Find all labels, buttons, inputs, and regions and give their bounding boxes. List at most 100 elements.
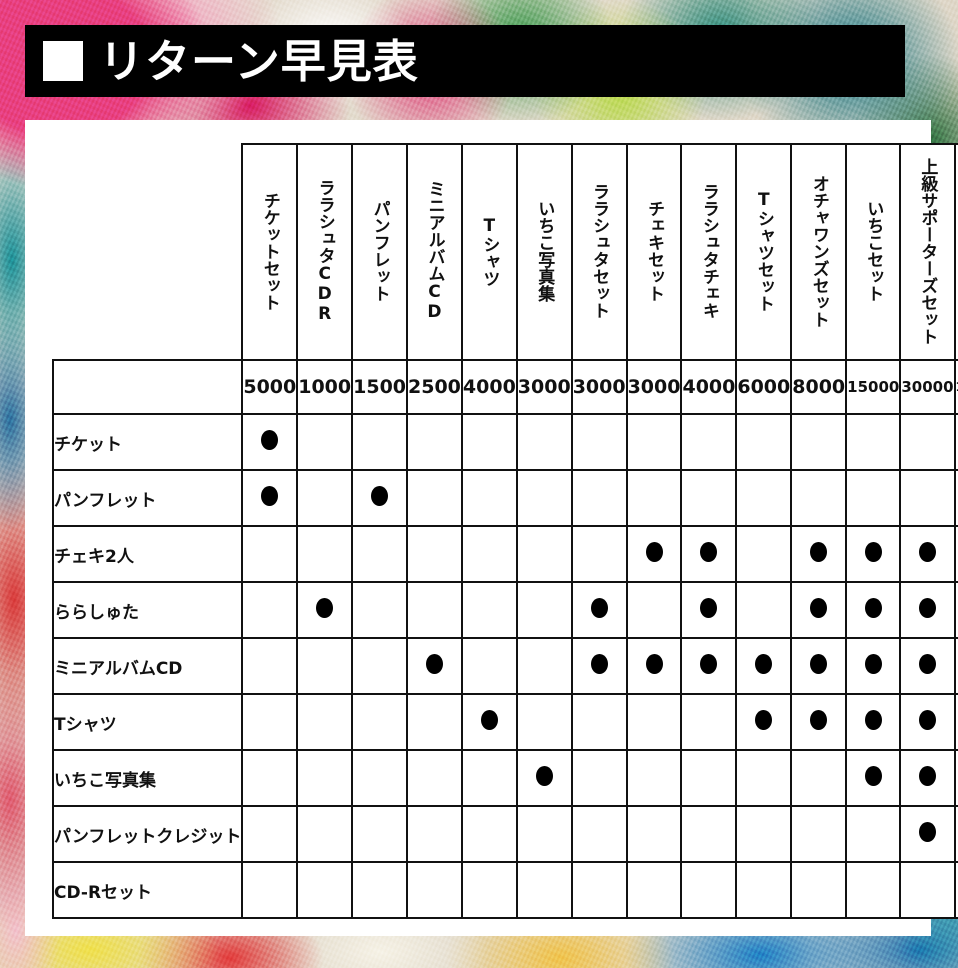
table-row: チェキ2人 <box>51 525 958 583</box>
column-header-label: チェキセット <box>644 200 665 302</box>
mark-cell-r5-c13 <box>899 637 956 695</box>
mark-cell-r5-c7 <box>570 637 628 695</box>
price-row: 5000 1000 1500 2500 4000 3000 3000 3000 4000 6000… <box>51 359 958 415</box>
mark-cell-r3-c2 <box>296 525 354 583</box>
filled-circle-icon <box>590 597 608 618</box>
mark-cell-r5-c4 <box>406 637 463 695</box>
mark-cell-r1-c14 <box>953 413 958 471</box>
mark-cell-r4-c13 <box>899 581 956 639</box>
mark-cell-r8-c11 <box>790 805 848 863</box>
column-header-label: チケットセット <box>259 191 280 311</box>
mark-cell-r2-c4 <box>406 469 463 527</box>
mark-cell-r4-c4 <box>406 581 463 639</box>
mark-cell-r4-c9 <box>680 581 738 639</box>
mark-cell-r8-c9 <box>680 805 738 863</box>
mark-cell-r5-c14 <box>953 637 958 695</box>
row-label-5: ミニアルバムCD <box>51 637 244 695</box>
mark-cell-r6-c5 <box>460 693 518 751</box>
mark-cell-r9-c4 <box>406 861 463 919</box>
mark-cell-r1-c10 <box>735 413 793 471</box>
mark-cell-r4-c7 <box>570 581 628 639</box>
column-header-11: オチャワンズセット <box>790 143 848 361</box>
mark-cell-r9-c14 <box>953 861 958 919</box>
mark-cell-r1-c3 <box>351 413 409 471</box>
filled-circle-icon <box>261 429 279 450</box>
filled-circle-icon <box>918 821 936 842</box>
mark-cell-r4-c14 <box>953 581 958 639</box>
mark-cell-r8-c8 <box>625 805 683 863</box>
filled-circle-icon <box>810 541 828 562</box>
mark-cell-r7-c7 <box>570 749 628 807</box>
row-label-9: CD-Rセット <box>51 861 244 919</box>
mark-cell-r9-c10 <box>735 861 793 919</box>
price-cell-11: 8000 <box>790 359 848 415</box>
mark-cell-r3-c13 <box>899 525 956 583</box>
mark-cell-r8-c13 <box>899 805 956 863</box>
mark-cell-r7-c12 <box>845 749 902 807</box>
mark-cell-r9-c8 <box>625 861 683 919</box>
mark-cell-r8-c12 <box>845 805 902 863</box>
mark-cell-r4-c1 <box>241 581 299 639</box>
mark-cell-r9-c12 <box>845 861 902 919</box>
square-marker-icon <box>43 41 83 81</box>
column-header-label: ララシュタCDR <box>314 178 335 324</box>
row-label-1: チケット <box>51 413 244 471</box>
column-header-label: ミニアルバムCD <box>424 180 445 322</box>
mark-cell-r9-c5 <box>460 861 518 919</box>
column-header-label: ララシュタセット <box>589 183 610 319</box>
filled-circle-icon <box>700 597 718 618</box>
table-row: CD-Rセット <box>51 861 958 919</box>
mark-cell-r2-c3 <box>351 469 409 527</box>
filled-circle-icon <box>700 541 718 562</box>
column-header-8: チェキセット <box>625 143 683 361</box>
mark-cell-r8-c10 <box>735 805 793 863</box>
filled-circle-icon <box>700 653 718 674</box>
table-row: ららしゅた <box>51 581 958 639</box>
mark-cell-r2-c5 <box>460 469 518 527</box>
mark-cell-r5-c5 <box>460 637 518 695</box>
mark-cell-r8-c1 <box>241 805 299 863</box>
price-cell-1: 5000 <box>241 359 299 415</box>
mark-cell-r9-c7 <box>570 861 628 919</box>
mark-cell-r5-c2 <box>296 637 354 695</box>
filled-circle-icon <box>918 597 936 618</box>
mark-cell-r9-c6 <box>515 861 573 919</box>
mark-cell-r1-c1 <box>241 413 299 471</box>
filled-circle-icon <box>864 765 882 786</box>
mark-cell-r7-c14 <box>953 749 958 807</box>
mark-cell-r1-c7 <box>570 413 628 471</box>
column-header-label: Tシャツセット <box>753 190 774 312</box>
mark-cell-r6-c9 <box>680 693 738 751</box>
filled-circle-icon <box>918 541 936 562</box>
table-row: チケット <box>51 413 958 471</box>
mark-cell-r6-c1 <box>241 693 299 751</box>
mark-cell-r9-c9 <box>680 861 738 919</box>
mark-cell-r7-c5 <box>460 749 518 807</box>
mark-cell-r4-c11 <box>790 581 848 639</box>
mark-cell-r2-c2 <box>296 469 354 527</box>
mark-cell-r7-c2 <box>296 749 354 807</box>
row-label-2: パンフレット <box>51 469 244 527</box>
mark-cell-r2-c9 <box>680 469 738 527</box>
price-cell-6: 3000 <box>515 359 573 415</box>
mark-cell-r4-c5 <box>460 581 518 639</box>
filled-circle-icon <box>918 709 936 730</box>
column-header-7: ララシュタセット <box>570 143 628 361</box>
filled-circle-icon <box>810 653 828 674</box>
mark-cell-r1-c12 <box>845 413 902 471</box>
mark-cell-r9-c2 <box>296 861 354 919</box>
filled-circle-icon <box>918 765 936 786</box>
price-row-label-cell <box>51 359 244 415</box>
mark-cell-r3-c12 <box>845 525 902 583</box>
mark-cell-r3-c8 <box>625 525 683 583</box>
mark-cell-r7-c11 <box>790 749 848 807</box>
column-header-4: ミニアルバムCD <box>406 143 463 361</box>
price-cell-5: 4000 <box>460 359 518 415</box>
filled-circle-icon <box>810 709 828 730</box>
mark-cell-r8-c4 <box>406 805 463 863</box>
column-header-13: 上級サポーターズセット <box>899 143 956 361</box>
mark-cell-r6-c4 <box>406 693 463 751</box>
mark-cell-r5-c9 <box>680 637 738 695</box>
return-reference-table: チケットセット ララシュタCDR パンフレット ミニアルバムCD Tシャツ いちこ写真集ラ… <box>51 143 958 919</box>
mark-cell-r9-c3 <box>351 861 409 919</box>
